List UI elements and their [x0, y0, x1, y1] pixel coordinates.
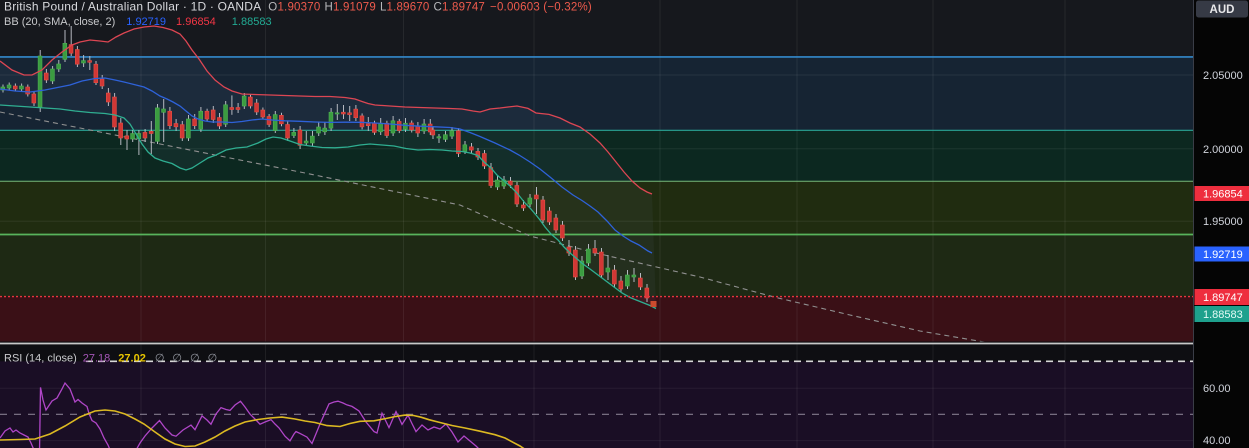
svg-text:2.05000: 2.05000 — [1203, 70, 1243, 82]
svg-text:1.96854: 1.96854 — [1203, 189, 1243, 201]
svg-text:AUD: AUD — [1210, 4, 1235, 16]
svg-text:60.00: 60.00 — [1203, 383, 1231, 395]
svg-text:40.00: 40.00 — [1203, 435, 1231, 447]
svg-text:1.88583: 1.88583 — [1203, 309, 1243, 321]
svg-text:British Pound / Australian Dol: British Pound / Australian Dollar · 1D ·… — [4, 0, 592, 14]
svg-text:1.89747: 1.89747 — [1203, 292, 1243, 304]
svg-text:2.00000: 2.00000 — [1203, 144, 1243, 156]
svg-text:1.95000: 1.95000 — [1203, 216, 1243, 228]
svg-text:1.92719: 1.92719 — [1203, 249, 1243, 261]
